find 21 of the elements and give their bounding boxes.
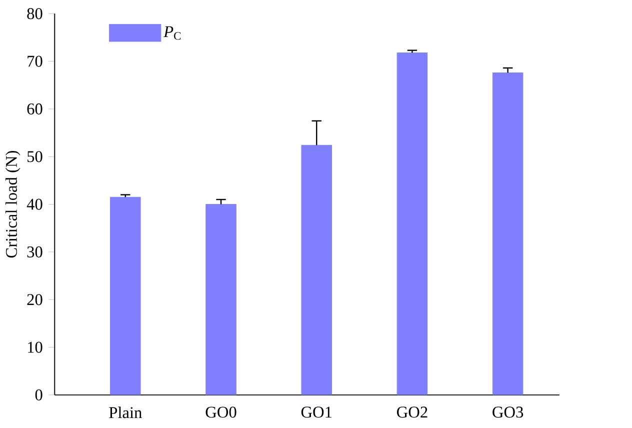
y-tick-label: 40	[26, 198, 42, 210]
x-tick-label: GO1	[301, 406, 332, 418]
bar	[110, 197, 141, 396]
y-tick-label: 10	[28, 342, 42, 353]
y-tick-label: 30	[27, 246, 42, 258]
y-tick-label: 20	[27, 294, 42, 306]
y-tick-label: 0	[35, 390, 42, 401]
y-tick-label: 70	[28, 56, 42, 67]
y-tick-label: 50	[28, 151, 42, 162]
y-tick-label: 80	[27, 8, 42, 20]
legend-label: P$_{C}$	[163, 26, 181, 40]
y-axis-title: Critical load (N)	[5, 151, 20, 258]
bar	[492, 72, 524, 396]
y-tick-label: 60	[27, 104, 42, 115]
x-tick-label: Plain	[109, 406, 142, 418]
x-tick-label: GO2	[396, 406, 428, 418]
x-tick-label: GO3	[492, 406, 524, 418]
bar	[301, 145, 332, 396]
x-tick-label: GO0	[206, 406, 236, 418]
bar	[206, 204, 236, 396]
bar	[396, 52, 428, 396]
